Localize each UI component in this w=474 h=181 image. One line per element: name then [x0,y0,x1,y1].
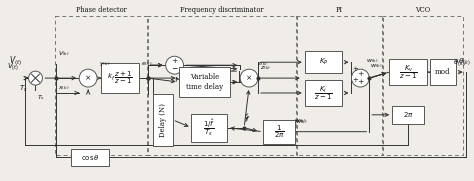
Text: $V_{(t)}$: $V_{(t)}$ [9,54,22,68]
Text: +: + [353,65,358,73]
Bar [263,120,295,144]
Text: $2\pi$: $2\pi$ [403,110,413,119]
Text: $\cos\theta$: $\cos\theta$ [81,153,100,162]
Text: $\dfrac{1}{2\pi}$: $\dfrac{1}{2\pi}$ [273,124,284,140]
Text: ×: × [85,74,91,82]
Text: $\theta_{(k)}$: $\theta_{(k)}$ [453,57,465,68]
Bar [101,63,139,93]
Circle shape [240,69,258,87]
Bar [305,51,343,73]
Text: $w_{(k)}$: $w_{(k)}$ [366,58,379,65]
Text: $T_s$: $T_s$ [37,93,46,102]
Bar [389,59,427,85]
Text: $\hat{f}$: $\hat{f}$ [244,113,249,125]
Text: $w_{(k)}$: $w_{(k)}$ [295,119,308,126]
Circle shape [79,69,97,87]
Bar [430,59,456,85]
Text: PI: PI [336,6,343,14]
Text: $x_{(k)}$: $x_{(k)}$ [58,85,70,92]
Text: $z_{(k)}$: $z_{(k)}$ [260,65,271,72]
Bar [382,16,463,155]
Text: $k_f\,\dfrac{z+1}{z-1}$: $k_f\,\dfrac{z+1}{z-1}$ [107,70,133,86]
Text: Phase detector: Phase detector [76,6,127,14]
Text: $T_s$: $T_s$ [18,84,27,94]
Bar [55,16,148,155]
Text: $\dfrac{K_v}{z-1}$: $\dfrac{K_v}{z-1}$ [399,64,418,81]
Text: mod: mod [435,68,451,76]
Bar [147,16,297,155]
Bar [179,67,230,97]
Circle shape [351,69,369,87]
Bar [191,114,227,142]
Text: $e_{(k)}$: $e_{(k)}$ [141,61,152,68]
Text: $K_P$: $K_P$ [319,57,328,67]
Text: Delay (N): Delay (N) [159,103,167,137]
Text: +
−: + − [172,58,178,73]
Text: $\theta_{(k)}$: $\theta_{(k)}$ [458,56,470,67]
Text: VCO: VCO [415,6,430,14]
Bar [305,80,343,106]
Text: $V_{(k)}$: $V_{(k)}$ [58,50,70,58]
Circle shape [165,56,183,74]
Bar [71,149,109,166]
Text: $w_{(k)}$: $w_{(k)}$ [370,63,383,70]
Text: $V_{(t)}$: $V_{(t)}$ [7,61,19,72]
Text: $\dfrac{K_i}{z-1}$: $\dfrac{K_i}{z-1}$ [314,84,333,102]
Text: $\dfrac{1/\hat{f}}{T_s}$: $\dfrac{1/\hat{f}}{T_s}$ [203,117,215,138]
Text: ×: × [246,74,252,82]
Text: Frequency discriminator: Frequency discriminator [180,6,264,14]
Bar [296,16,383,155]
Text: +
+: + + [357,70,364,86]
Text: $\hat{f}$: $\hat{f}$ [245,112,250,124]
Circle shape [28,71,43,85]
Text: $z_{(k)}$: $z_{(k)}$ [257,61,268,68]
Text: $y_{(k)}$: $y_{(k)}$ [99,61,110,68]
Text: $w_{(k)}$: $w_{(k)}$ [294,117,307,125]
Bar [153,94,173,146]
Bar [392,106,424,124]
Text: +: + [353,76,358,84]
Text: Variable
time delay: Variable time delay [186,73,223,91]
